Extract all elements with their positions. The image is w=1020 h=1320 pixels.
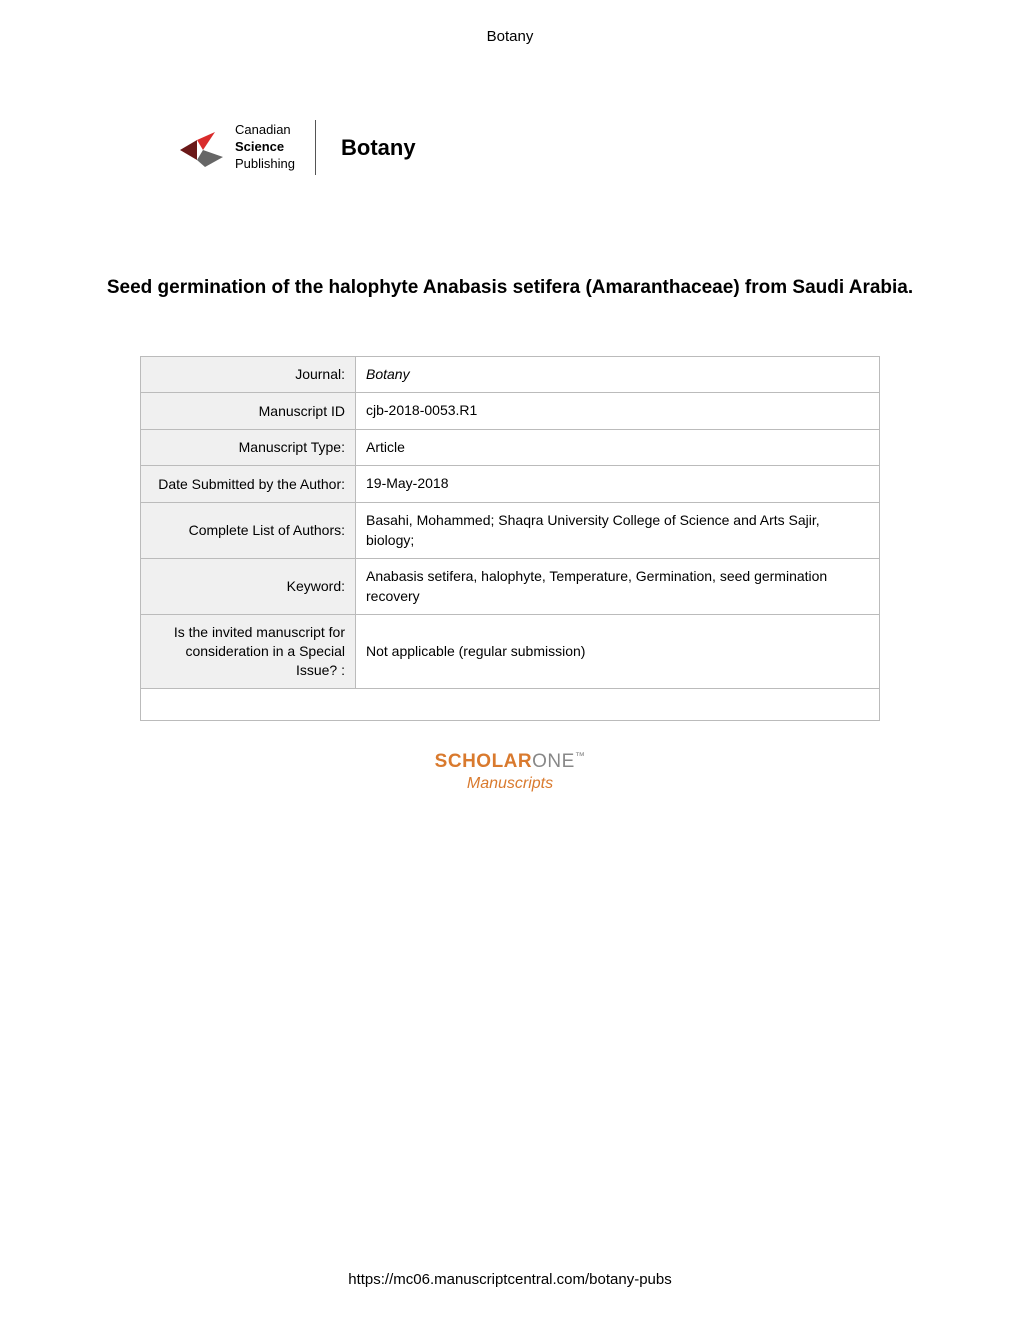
manuscript-title: Seed germination of the halophyte Anabas… [0,275,1020,301]
metadata-value: cjb-2018-0053.R1 [356,393,880,430]
scholarone-subtitle: Manuscripts [0,775,1020,793]
publisher-line3: Publishing [235,156,295,173]
metadata-value: Botany [356,356,880,393]
metadata-label: Journal: [141,356,356,393]
metadata-label: Date Submitted by the Author: [141,466,356,503]
metadata-value: Article [356,429,880,466]
metadata-value: Anabasis setifera, halophyte, Temperatur… [356,559,880,615]
metadata-label: Manuscript Type: [141,429,356,466]
table-empty-row [141,689,880,721]
table-row: Complete List of Authors:Basahi, Mohamme… [141,503,880,559]
publisher-name: Canadian Science Publishing [235,122,295,173]
scholarone-light: ONE [532,751,575,772]
footer-url: https://mc06.manuscriptcentral.com/botan… [0,1271,1020,1288]
scholarone-bold: SCHOLAR [435,751,532,772]
publisher-line2: Science [235,139,295,156]
publisher-line1: Canadian [235,122,295,139]
metadata-value: Not applicable (regular submission) [356,615,880,689]
table-row: Manuscript Type:Article [141,429,880,466]
metadata-value: 19-May-2018 [356,466,880,503]
metadata-label: Keyword: [141,559,356,615]
metadata-value: Basahi, Mohammed; Shaqra University Coll… [356,503,880,559]
scholarone-brand: SCHOLARONE™ Manuscripts [0,751,1020,793]
empty-cell [141,689,880,721]
metadata-table: Journal:BotanyManuscript IDcjb-2018-0053… [140,356,880,721]
metadata-label: Manuscript ID [141,393,356,430]
table-row: Manuscript IDcjb-2018-0053.R1 [141,393,880,430]
table-row: Journal:Botany [141,356,880,393]
table-row: Date Submitted by the Author:19-May-2018 [141,466,880,503]
logo-section: Canadian Science Publishing Botany [175,120,1020,175]
table-row: Keyword:Anabasis setifera, halophyte, Te… [141,559,880,615]
publisher-logo: Canadian Science Publishing [175,122,295,173]
trademark-icon: ™ [575,751,586,762]
metadata-label: Complete List of Authors: [141,503,356,559]
page-header: Botany [0,0,1020,45]
maple-leaf-icon [175,122,225,172]
metadata-label: Is the invited manuscript for considerat… [141,615,356,689]
journal-name: Botany [341,135,416,161]
table-row: Is the invited manuscript for considerat… [141,615,880,689]
scholarone-main: SCHOLARONE™ [0,751,1020,773]
logo-divider [315,120,316,175]
